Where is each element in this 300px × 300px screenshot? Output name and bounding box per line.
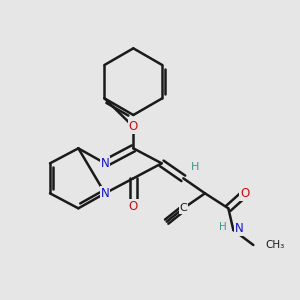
Text: N: N [100, 157, 109, 170]
Text: N: N [100, 187, 109, 200]
Text: H: H [191, 162, 199, 172]
Text: O: O [240, 187, 250, 200]
Text: CH₃: CH₃ [265, 240, 284, 250]
Text: N: N [235, 222, 244, 235]
Text: O: O [129, 200, 138, 213]
Text: H: H [220, 222, 227, 232]
Text: O: O [129, 120, 138, 133]
Text: C: C [179, 203, 187, 213]
